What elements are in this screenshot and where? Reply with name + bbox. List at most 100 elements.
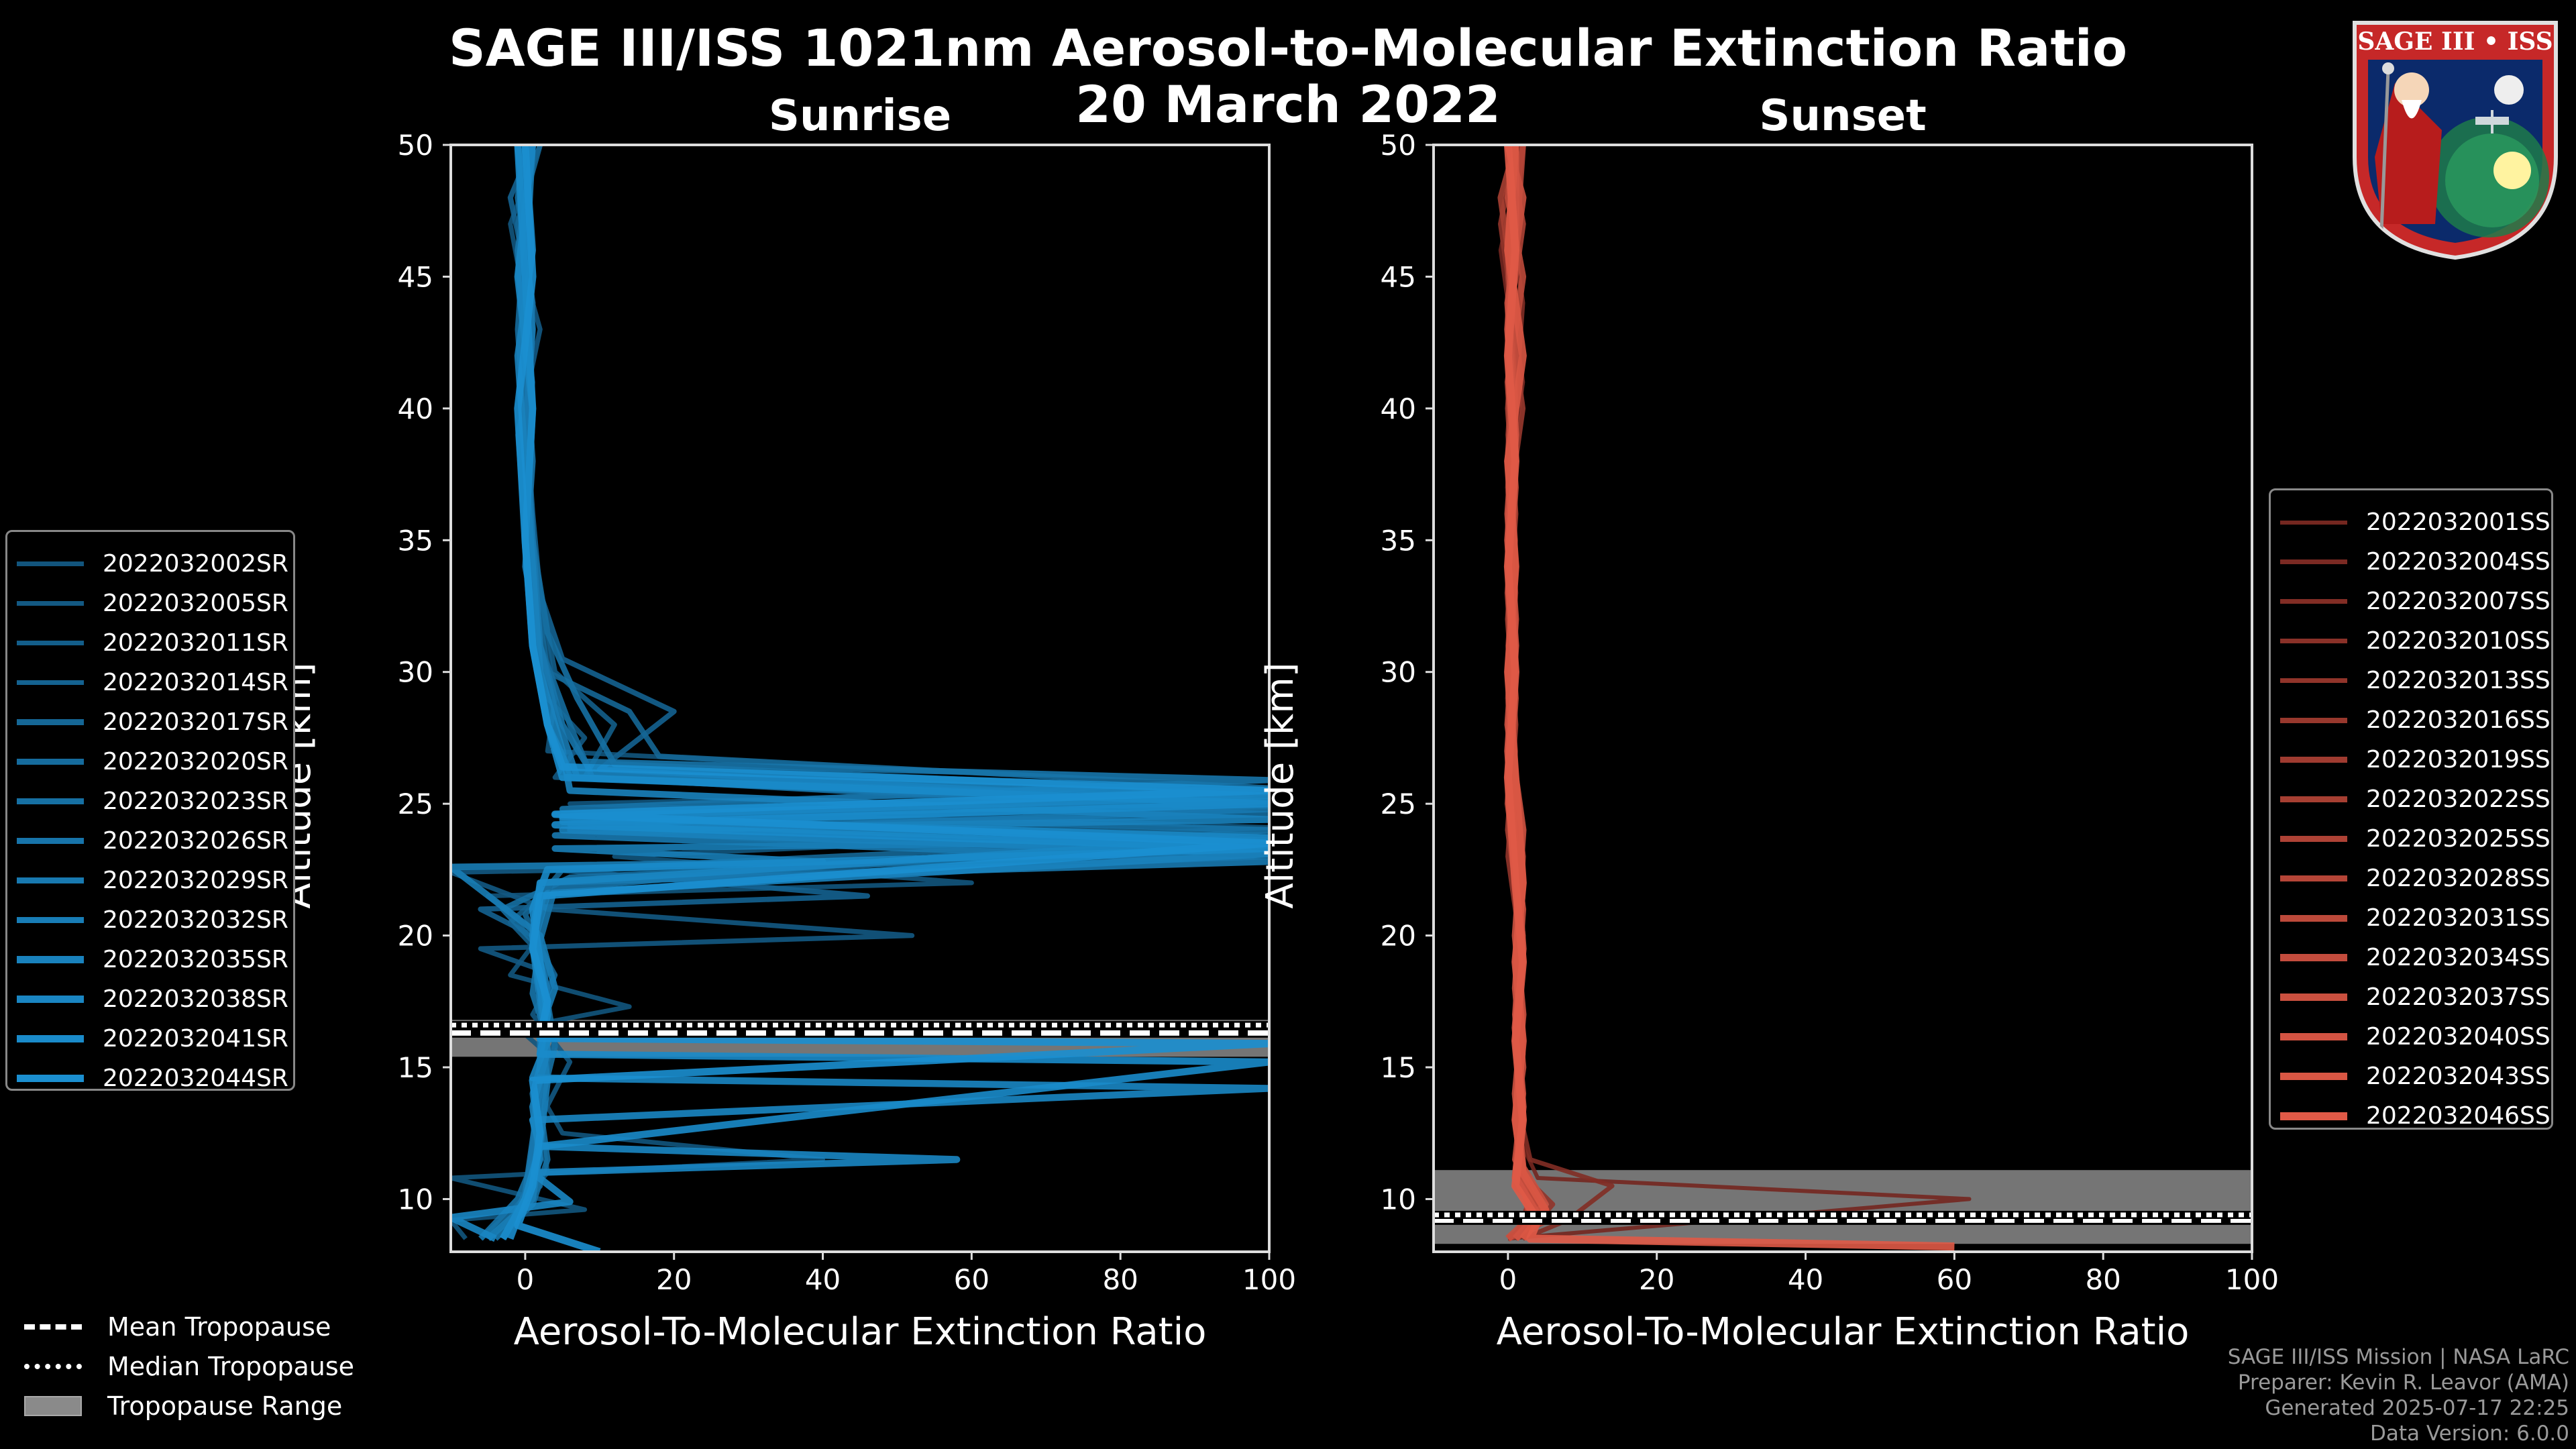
sunrise-legend-item: 2022032038SR [17, 979, 288, 1019]
footer-mission: SAGE III/ISS Mission | NASA LaRC [2227, 1345, 2569, 1369]
sunrise-legend-item: 2022032014SR [17, 663, 288, 702]
sunset-legend-item: 2022032019SS [2280, 740, 2551, 780]
sunset-legend: 2022032001SS 2022032004SS 2022032007SS 2022… [2269, 488, 2553, 1130]
sunrise-legend-item: 2022032023SR [17, 782, 288, 821]
sunset-ytick-label-50: 50 [1381, 129, 1416, 162]
sunset-legend-item: 2022032022SS [2280, 780, 2551, 819]
footer-version: Data Version: 6.0.0 [2369, 1421, 2569, 1446]
dashed-line-icon [24, 1324, 82, 1330]
sunset-legend-label: 2022032037SS [2366, 983, 2551, 1011]
line-swatch-icon [2280, 1112, 2347, 1120]
line-swatch-icon [17, 877, 84, 884]
sunrise-legend-label: 2022032044SR [103, 1065, 288, 1092]
line-swatch-icon [17, 798, 84, 804]
line-swatch-icon [2280, 994, 2347, 1001]
line-swatch-icon [17, 561, 84, 566]
sunset-legend-item: 2022032043SS [2280, 1057, 2551, 1096]
sunset-legend-item: 2022032013SS [2280, 661, 2551, 700]
line-swatch-icon [2280, 1072, 2347, 1081]
sunrise-legend-item: 2022032032SR [17, 900, 288, 940]
sunrise-ytick-label-40: 40 [398, 392, 433, 425]
sunrise-legend-label: 2022032032SR [103, 906, 288, 934]
legend-range-label: Tropopause Range [107, 1391, 343, 1421]
sunset-xtick-label-80: 80 [2085, 1263, 2121, 1296]
line-swatch-icon [2280, 599, 2347, 604]
sunrise-legend-label: 2022032020SR [103, 748, 288, 775]
sunset-ytick-label-15: 15 [1381, 1051, 1416, 1084]
sunrise-xtick-label-80: 80 [1102, 1263, 1138, 1296]
sunrise-xtick-label-0: 0 [517, 1263, 535, 1296]
sunrise-legend-label: 2022032041SR [103, 1025, 288, 1053]
sunset-series-2022032046SS [1503, 145, 1955, 1251]
sunset-legend-item: 2022032016SS [2280, 700, 2551, 740]
chart-date: 20 March 2022 [1075, 74, 1501, 134]
legend-mean-tropopause: Mean Tropopause [24, 1307, 354, 1346]
sunset-legend-item: 2022032031SS [2280, 898, 2551, 938]
line-swatch-icon [17, 759, 84, 765]
sunrise-legend-item: 2022032017SR [17, 702, 288, 742]
sunset-series-2022032001SS [1498, 145, 1972, 1241]
footer-generated: Generated 2025-07-17 22:25 [2265, 1396, 2569, 1420]
sunset-panel-title: Sunset [1759, 91, 1927, 141]
sunset-legend-label: 2022032016SS [2366, 706, 2551, 734]
sunrise-series-2022032044SR [514, 145, 1269, 1252]
legend-mean-label: Mean Tropopause [107, 1311, 331, 1342]
sunset-ytick-label-40: 40 [1381, 392, 1416, 425]
sunrise-legend-label: 2022032002SR [103, 550, 288, 578]
sunset-legend-item: 2022032046SS [2280, 1096, 2551, 1136]
sunset-legend-label: 2022032007SS [2366, 588, 2551, 615]
line-swatch-icon [2280, 796, 2347, 802]
sunset-legend-label: 2022032040SS [2366, 1023, 2551, 1051]
sunset-legend-label: 2022032022SS [2366, 786, 2551, 813]
sunrise-legend-label: 2022032017SR [103, 708, 288, 736]
gray-patch-icon [24, 1395, 82, 1416]
footer-preparer: Preparer: Kevin R. Leavor (AMA) [2237, 1371, 2569, 1395]
sunset-xtick-label-0: 0 [1499, 1263, 1517, 1296]
sunrise-xtick-label-20: 20 [656, 1263, 692, 1296]
sunset-legend-label: 2022032025SS [2366, 825, 2551, 853]
sunset-ytick-label-20: 20 [1381, 920, 1416, 953]
line-swatch-icon [17, 680, 84, 686]
sunrise-legend-label: 2022032005SR [103, 590, 288, 617]
sunrise-plot-area [451, 145, 1269, 1252]
sunset-ytick-label-10: 10 [1381, 1183, 1416, 1216]
sunset-xtick-label-40: 40 [1788, 1263, 1823, 1296]
sunrise-legend-item: 2022032002SR [17, 544, 288, 584]
line-swatch-icon [17, 1075, 84, 1082]
sunrise-legend-item: 2022032005SR [17, 584, 288, 623]
dotted-line-icon [24, 1363, 82, 1369]
sunset-legend-item: 2022032004SS [2280, 542, 2551, 582]
sunrise-legend-item: 2022032044SR [17, 1059, 288, 1098]
sunset-axes-frame [1432, 144, 2253, 1253]
sunset-legend-item: 2022032025SS [2280, 819, 2551, 859]
sunrise-ytick-label-20: 20 [398, 920, 433, 953]
sunrise-xtick-label-40: 40 [805, 1263, 841, 1296]
sunset-legend-item: 2022032037SS [2280, 977, 2551, 1017]
sunrise-legend-item: 2022032035SR [17, 940, 288, 979]
chart-title: SAGE III/ISS 1021nm Aerosol-to-Molecular… [448, 18, 2128, 78]
line-swatch-icon [2280, 757, 2347, 763]
line-swatch-icon [17, 640, 84, 646]
footer-credits: SAGE III/ISS Mission | NASA LaRC Prepare… [2228, 1344, 2569, 1446]
sunset-legend-label: 2022032031SS [2366, 904, 2551, 932]
sunset-legend-label: 2022032028SS [2366, 865, 2551, 892]
sunset-legend-item: 2022032028SS [2280, 859, 2551, 898]
sunset-xtick-label-20: 20 [1639, 1263, 1674, 1296]
sunrise-legend-label: 2022032023SR [103, 788, 288, 815]
sunrise-legend-item: 2022032041SR [17, 1019, 288, 1059]
sunset-legend-item: 2022032007SS [2280, 582, 2551, 621]
sunrise-legend-label: 2022032035SR [103, 946, 288, 973]
sunrise-legend-label: 2022032011SR [103, 629, 288, 657]
sunrise-legend-item: 2022032029SR [17, 861, 288, 900]
line-swatch-icon [17, 996, 84, 1003]
sunset-legend-item: 2022032040SS [2280, 1017, 2551, 1057]
sunrise-ytick-label-50: 50 [398, 129, 433, 162]
sunrise-ytick-label-30: 30 [398, 656, 433, 689]
line-swatch-icon [17, 719, 84, 725]
legend-tropopause-range: Tropopause Range [24, 1386, 354, 1426]
sunrise-xlabel: Aerosol-To-Molecular Extinction Ratio [514, 1310, 1207, 1354]
sunset-legend-item: 2022032034SS [2280, 938, 2551, 977]
line-swatch-icon [17, 600, 84, 606]
sunrise-axes-frame [449, 144, 1271, 1253]
